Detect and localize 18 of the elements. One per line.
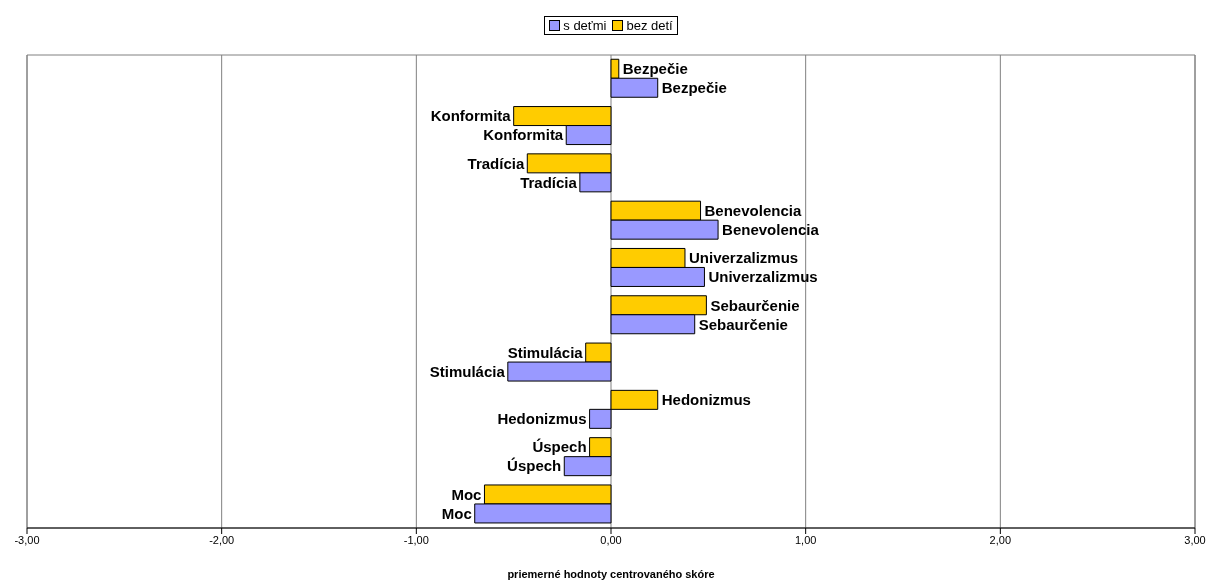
x-tick-label: 1,00 xyxy=(794,533,817,546)
legend-label: s deťmi xyxy=(562,18,607,33)
category-label: Bezpečie xyxy=(661,79,727,97)
x-axis-title: priemerné hodnoty centrovaného skóre xyxy=(507,568,715,580)
category-label: Úspech xyxy=(507,457,562,475)
category-label: Konformita xyxy=(483,126,564,144)
y-tick-label: Sebaurčenie xyxy=(710,296,800,314)
x-tick-label: 0,00 xyxy=(600,533,622,546)
category-label: Moc xyxy=(441,504,472,522)
y-tick-label: Univerzalizmus xyxy=(688,249,799,267)
x-tick-label: -2,00 xyxy=(209,533,235,546)
x-tick-label: 2,00 xyxy=(989,533,1012,546)
x-tick-label: 3,00 xyxy=(1184,533,1206,546)
y-tick-label: Benevolencia xyxy=(704,201,802,219)
x-tick-label: -1,00 xyxy=(403,533,429,546)
category-label: Benevolencia xyxy=(722,220,819,238)
x-tick-label: -3,00 xyxy=(14,533,40,546)
legend-label: bez detí xyxy=(625,18,673,33)
